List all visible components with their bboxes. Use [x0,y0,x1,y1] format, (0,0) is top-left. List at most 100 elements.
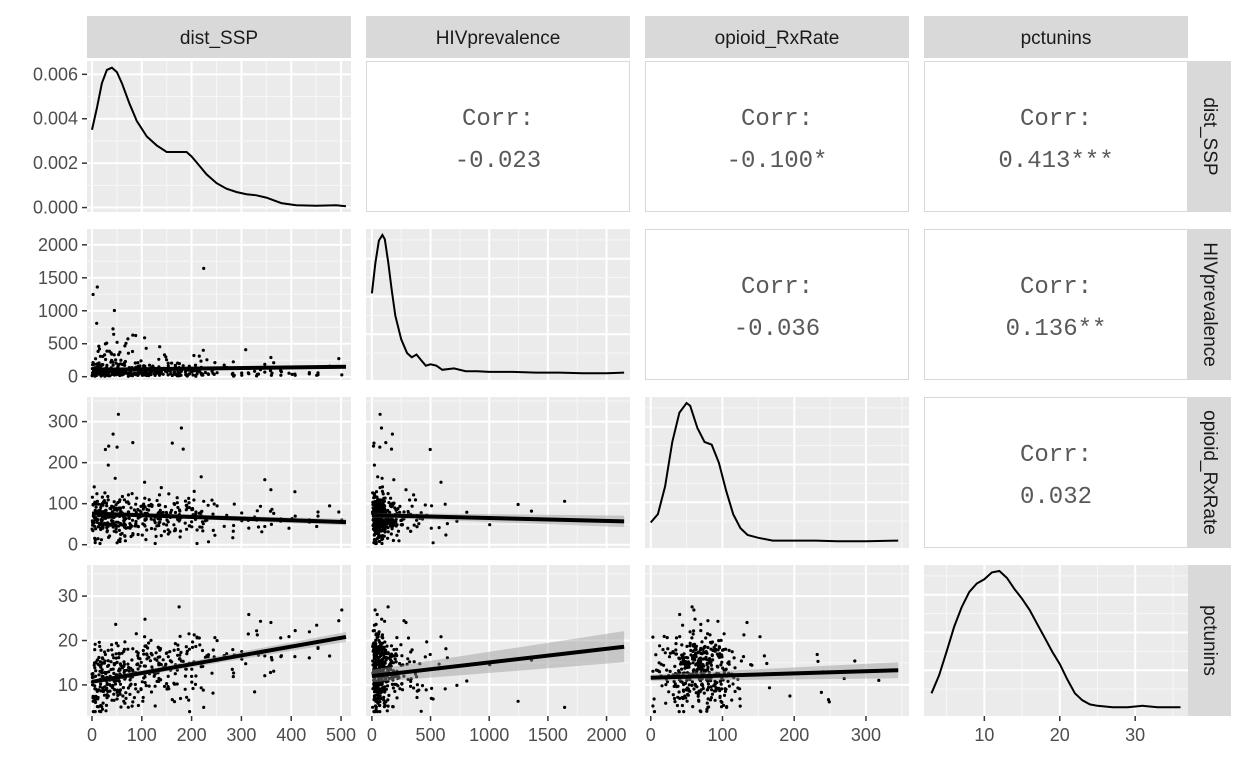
scatter-point [136,361,140,365]
scatter-point [187,647,191,651]
density-curve [930,569,1181,709]
scatter-point [406,636,411,640]
scatter-point [388,667,392,671]
scatter-point [340,373,344,377]
scatter-point [815,652,819,657]
scatter-point [124,696,128,701]
scatter-point [383,530,387,534]
scatter-point [380,535,384,539]
scatter-point [255,509,259,513]
scatter-point [678,612,682,617]
scatter-point [386,684,390,688]
scatter-point [98,660,102,664]
scatter-point [378,486,382,490]
scatter-point [384,522,388,526]
scatter-point [120,666,124,670]
scatter-point [688,630,692,634]
scatter-point [696,650,700,655]
scatter-point [704,636,708,640]
scatter-point [689,653,693,657]
scatter-point [258,504,263,508]
scatter-point [372,522,376,526]
scatter-point [690,605,694,609]
scatter-point [90,672,94,676]
scatter-point [135,650,139,654]
scatter-point [144,538,148,542]
scatter-point [240,657,244,661]
scatter-point [122,669,127,673]
panel-opioid_RxRate-HIVprevalence [366,397,630,548]
scatter-point [131,333,135,337]
scatter-point [690,636,694,640]
scatter-point [114,358,118,362]
scatter-point [96,349,100,353]
scatter-point [374,490,379,494]
scatter-point [715,652,720,656]
scatter-point [384,687,388,691]
scatter-point [372,657,377,661]
scatter-point [371,705,375,709]
panel-pctunins-dist_SSP [87,565,351,716]
scatter-point [661,648,665,652]
scatter-point [136,656,140,660]
scatter-point [106,521,110,525]
scatter-point [691,661,695,665]
scatter-point [232,671,236,675]
scatter-point [413,672,418,676]
scatter-point [170,698,174,702]
scatter-point [105,683,109,687]
scatter-point [103,353,107,357]
scatter-point [412,493,416,497]
strip-right [1188,61,1231,212]
scatter-point [718,694,722,698]
scatter-point [270,371,274,375]
scatter-point [380,538,384,542]
scatter-point [415,525,419,529]
scatter-point [374,523,378,527]
scatter-point [181,447,185,451]
scatter-point [101,689,105,693]
scatter-point [97,344,101,348]
scatter-point [118,362,123,366]
scatter-point [398,687,402,691]
scatter-point [173,642,177,646]
scatter-point [126,705,130,709]
corr-label: Corr: [462,106,534,133]
scatter-point [258,619,263,623]
scatter-point [268,369,273,373]
scatter-point [719,663,723,667]
scatter-point [699,671,703,675]
scatter-point [240,650,244,654]
scatter-point [377,503,382,507]
scatter-point [128,692,132,697]
scatter-point [143,664,147,668]
corr-panel-frame [645,229,909,380]
scatter-point [169,372,173,376]
scatter-point [383,656,387,660]
scatter-point [197,354,201,358]
scatter-point [413,498,418,502]
scatter-point [181,364,185,368]
scatter-point [136,525,140,529]
scatter-point [389,447,394,451]
scatter-point [673,682,677,686]
scatter-point [678,635,682,639]
scatter-point [94,527,98,531]
scatter-point [145,652,149,656]
scatter-point [255,629,259,633]
scatter-point [244,348,248,352]
scatter-point [148,659,152,663]
scatter-point [118,371,122,375]
scatter-point [123,344,127,348]
scatter-point [102,661,106,665]
scatter-point [170,441,174,445]
scatter-point [130,658,134,662]
scatter-point [191,373,195,377]
scatter-point [409,679,413,684]
scatter-point [377,692,381,696]
scatter-point [147,363,152,367]
scatter-point [99,518,103,522]
corr-panel-frame [366,61,630,212]
scatter-point [372,697,377,701]
scatter-point [158,345,162,349]
